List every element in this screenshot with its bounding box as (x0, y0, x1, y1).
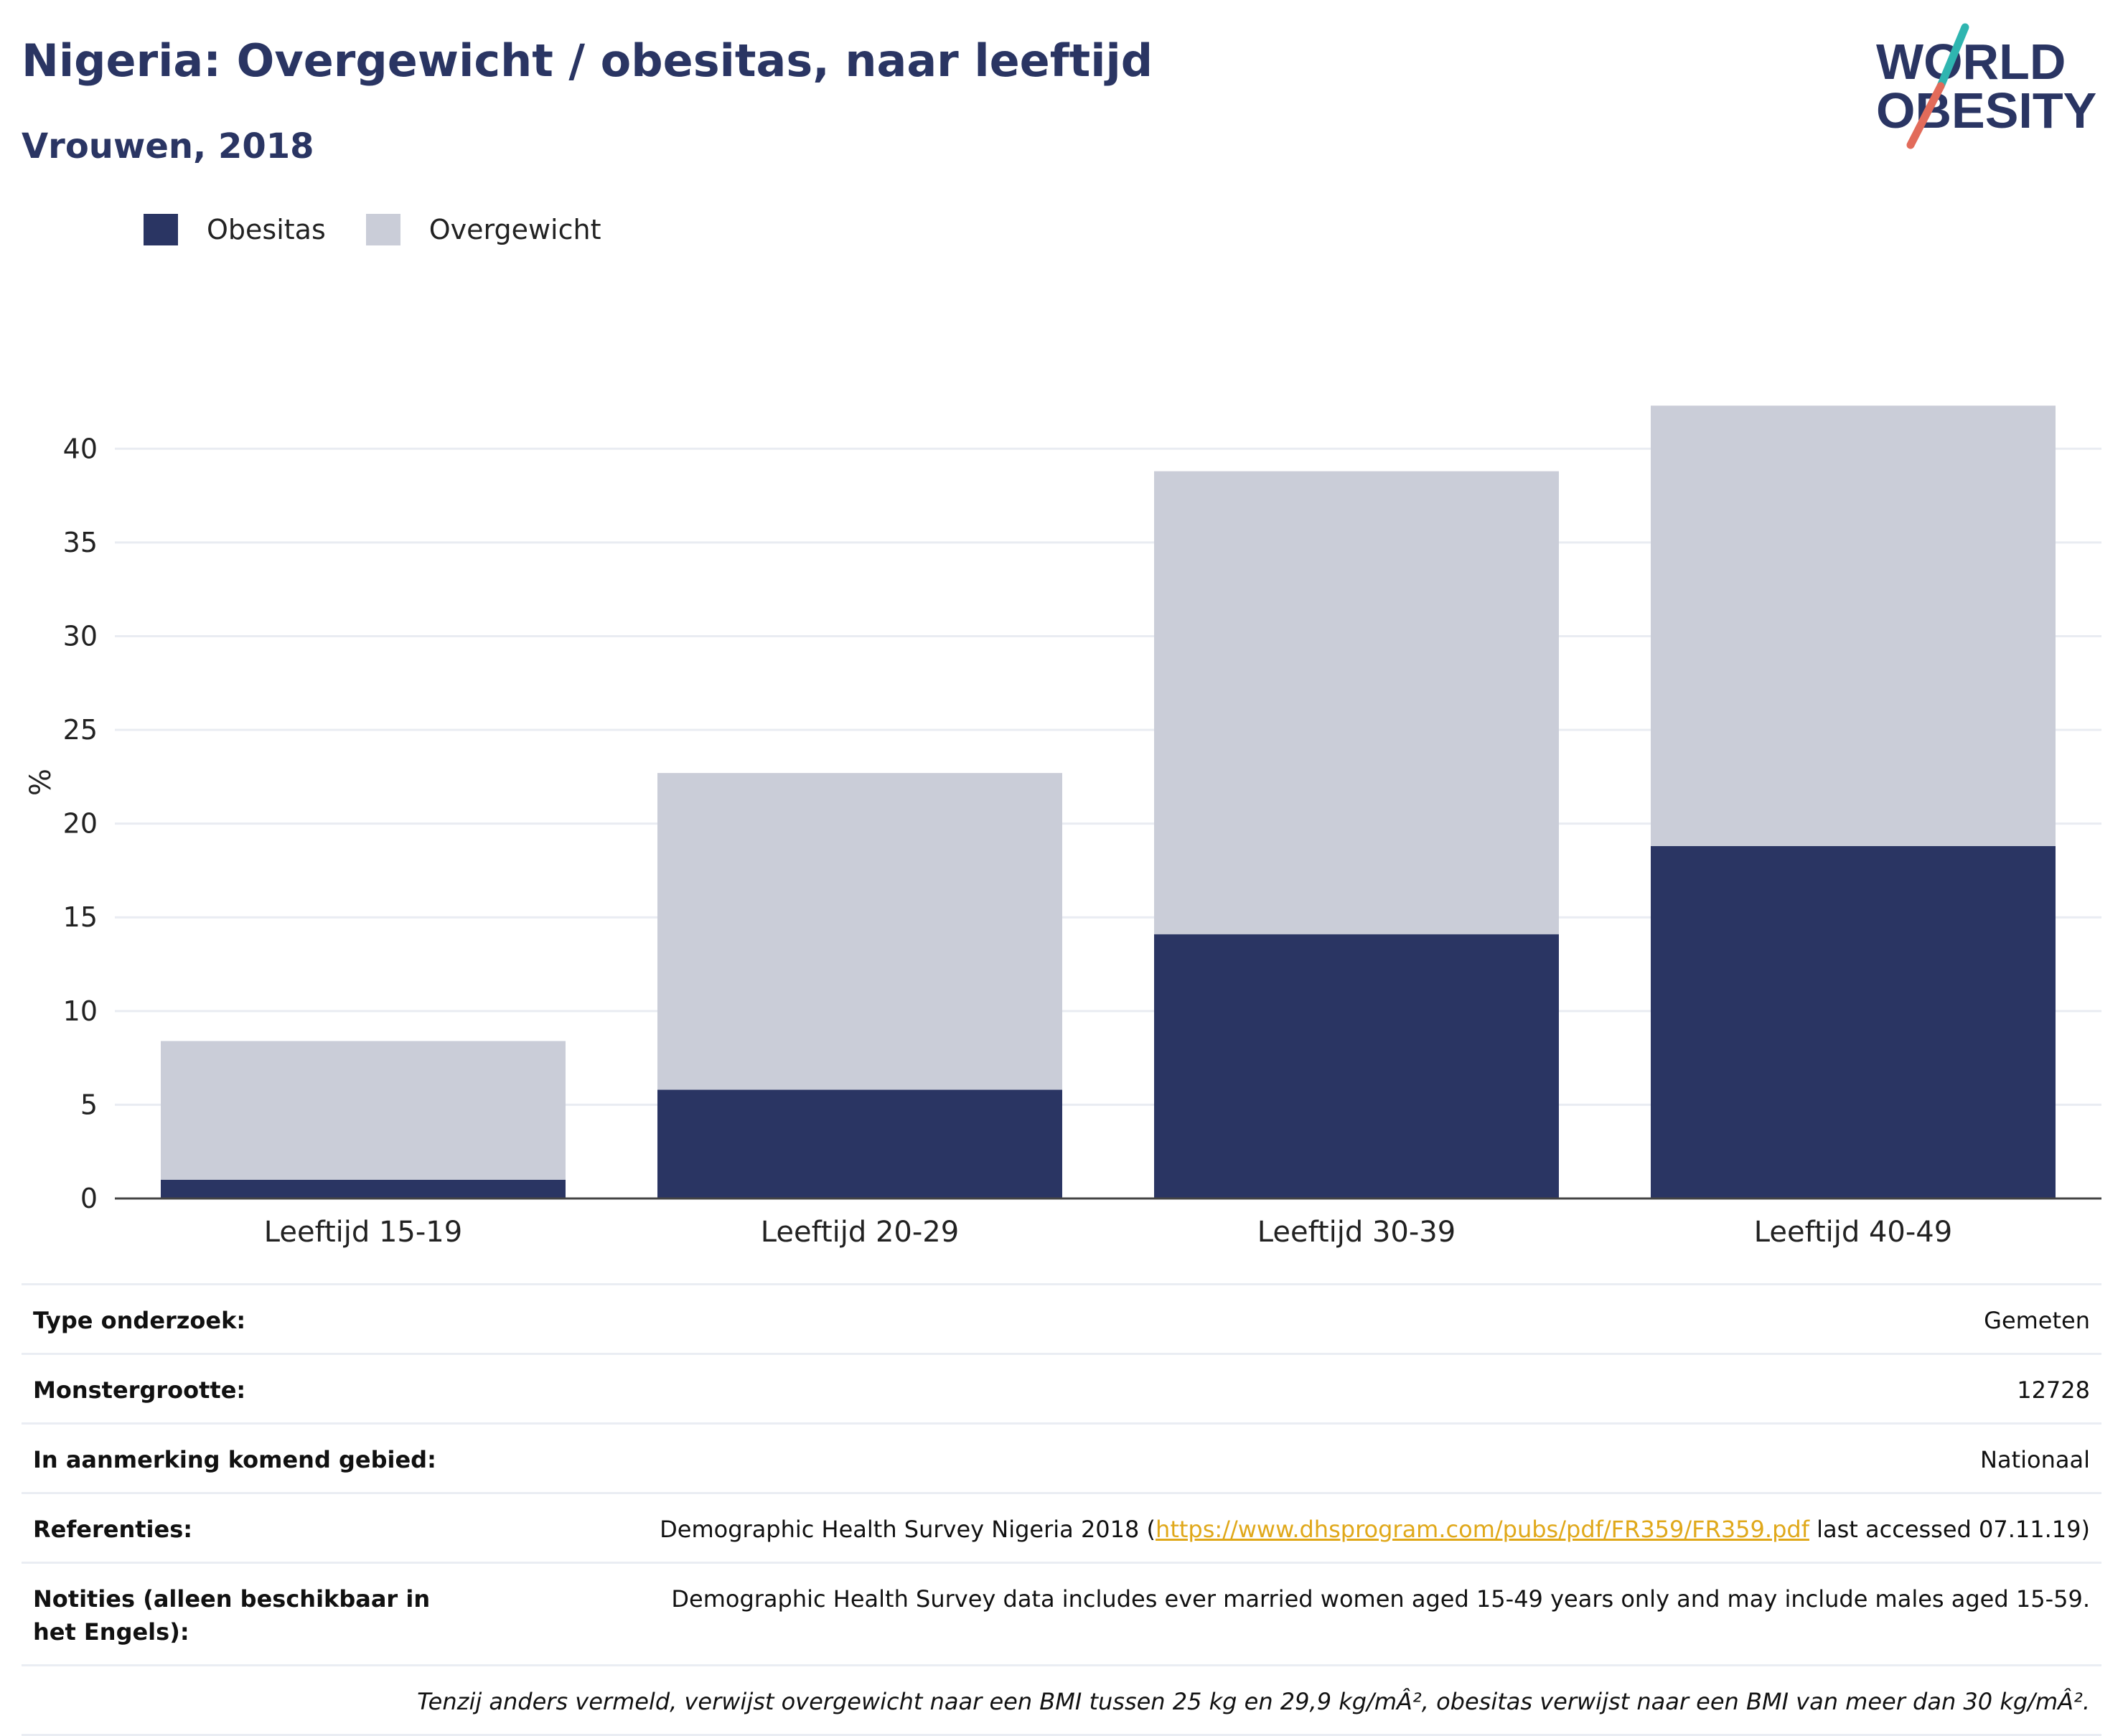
svg-text:WORLD: WORLD (1876, 34, 2066, 90)
y-tick-label: 20 (63, 808, 98, 840)
bar-overgewicht[interactable] (657, 773, 1062, 1090)
x-tick-label: Leeftijd 15-19 (264, 1216, 462, 1249)
info-value: 12728 (2017, 1376, 2090, 1404)
y-tick-label: 35 (63, 527, 98, 558)
references-prefix: Demographic Health Survey Nigeria 2018 ( (660, 1516, 1156, 1543)
info-label: Notities (alleen beschikbaar in het Enge… (33, 1585, 431, 1646)
y-tick-label: 10 (63, 995, 98, 1027)
y-tick-label: 0 (80, 1183, 98, 1214)
y-tick-label: 40 (63, 433, 98, 464)
axes: 0 5 10 15 20 25 30 35 40 Leeftijd 15-19 Leeftijd 2… (63, 433, 2101, 1249)
info-label: In aanmerking komend gebied: (33, 1446, 436, 1473)
chart-legend: Obesitas Overgewicht (144, 214, 642, 245)
info-value: Gemeten (1984, 1307, 2090, 1334)
references-value: Demographic Health Survey Nigeria 2018 (… (660, 1513, 2090, 1546)
bar-obesitas[interactable] (1651, 845, 2056, 1198)
chart-title: Nigeria: Overgewicht / obesitas, naar le… (22, 34, 1153, 87)
bar-obesitas[interactable] (161, 1179, 566, 1198)
y-tick-label: 5 (80, 1089, 98, 1120)
y-tick-label: 25 (63, 714, 98, 746)
info-value: Nationaal (1980, 1446, 2090, 1473)
info-row: Monstergrootte: 12728 (22, 1355, 2101, 1425)
world-obesity-logo: WORLD OBESITY (1876, 23, 2096, 149)
info-label: Type onderzoek: (33, 1307, 246, 1334)
bar-obesitas[interactable] (1154, 934, 1559, 1198)
bar-overgewicht[interactable] (1651, 405, 2056, 846)
info-label: Referenties: (33, 1516, 193, 1543)
info-label: Monstergrootte: (33, 1376, 246, 1404)
info-value: Demographic Health Survey data includes … (671, 1585, 2090, 1613)
footnote: Tenzij anders vermeld, verwijst overgewi… (417, 1688, 2090, 1715)
legend-item-obesitas[interactable]: Obesitas (144, 214, 326, 245)
info-row: In aanmerking komend gebied: Nationaal (22, 1425, 2101, 1494)
chart-subtitle: Vrouwen, 2018 (22, 126, 314, 166)
info-row: Type onderzoek: Gemeten (22, 1285, 2101, 1355)
legend-swatch-overgewicht (365, 214, 400, 245)
info-table: Type onderzoek: Gemeten Monstergrootte: … (22, 1283, 2101, 1736)
y-axis-label: % (24, 769, 57, 796)
svg-text:OBESITY: OBESITY (1876, 83, 2096, 139)
x-tick-label: Leeftijd 30-39 (1257, 1216, 1456, 1249)
bar-overgewicht[interactable] (161, 1041, 566, 1180)
legend-item-overgewicht[interactable]: Overgewicht (365, 214, 601, 245)
references-suffix: last accessed 07.11.19) (1809, 1516, 2090, 1543)
bar-overgewicht[interactable] (1154, 471, 1559, 934)
info-row-notes: Notities (alleen beschikbaar in het Enge… (22, 1564, 2101, 1666)
x-tick-label: Leeftijd 20-29 (761, 1216, 959, 1249)
y-tick-label: 15 (63, 901, 98, 933)
stacked-bar-chart: 0 5 10 15 20 25 30 35 40 Leeftijd 15-19 Leeftijd 2… (24, 405, 2101, 1249)
x-tick-label: Leeftijd 40-49 (1754, 1216, 1952, 1249)
legend-swatch-obesitas (144, 214, 178, 245)
legend-label-overgewicht: Overgewicht (428, 214, 601, 245)
y-tick-label: 30 (63, 620, 98, 652)
legend-label-obesitas: Obesitas (207, 214, 326, 245)
bar-obesitas[interactable] (657, 1089, 1062, 1198)
bars (161, 405, 2056, 1198)
footnote-row: Tenzij anders vermeld, verwijst overgewi… (22, 1666, 2101, 1736)
info-row-references: Referenties: Demographic Health Survey N… (22, 1494, 2101, 1564)
reference-link[interactable]: https://www.dhsprogram.com/pubs/pdf/FR35… (1156, 1516, 1809, 1543)
